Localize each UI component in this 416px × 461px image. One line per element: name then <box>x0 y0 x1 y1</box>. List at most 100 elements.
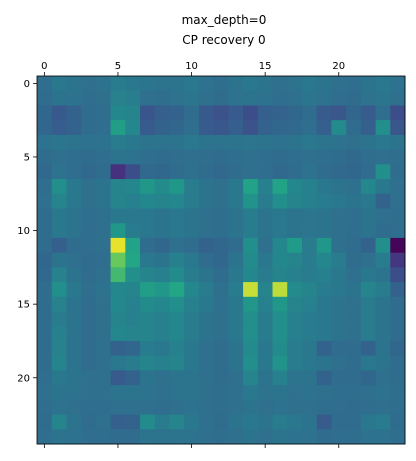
heatmap-cell <box>257 120 274 136</box>
heatmap-cell <box>316 311 332 327</box>
heatmap-cell <box>301 120 318 136</box>
heatmap-cell <box>390 311 406 327</box>
heatmap-cell <box>51 149 67 165</box>
heatmap-cell <box>169 149 185 165</box>
heatmap-cell <box>375 311 391 327</box>
heatmap-cell <box>169 90 185 106</box>
heatmap-cell <box>228 149 244 165</box>
heatmap-cell <box>81 326 97 342</box>
heatmap-cell <box>51 76 67 92</box>
heatmap-cell <box>346 223 362 239</box>
heatmap-cell <box>375 414 391 430</box>
heatmap-cell <box>360 237 377 254</box>
heatmap-cell <box>257 193 274 209</box>
heatmap-cell <box>316 385 332 401</box>
heatmap-cell <box>213 414 229 430</box>
heatmap-cell <box>331 179 347 195</box>
heatmap-cell <box>125 429 141 445</box>
heatmap-cell <box>154 237 170 254</box>
heatmap-cell <box>184 399 200 416</box>
heatmap-cell <box>95 90 112 106</box>
heatmap-cell <box>375 76 391 92</box>
heatmap-cell <box>81 105 97 121</box>
heatmap-cell <box>287 223 303 239</box>
heatmap-cell <box>360 193 377 209</box>
heatmap-cell <box>390 355 406 371</box>
heatmap-cell <box>140 105 156 121</box>
heatmap-cell <box>316 164 332 180</box>
heatmap-cell <box>125 105 141 121</box>
heatmap-cell <box>66 237 82 254</box>
heatmap-cell <box>125 193 141 209</box>
heatmap-cell <box>51 355 67 371</box>
heatmap-cell <box>51 208 67 224</box>
heatmap-cell <box>51 223 67 239</box>
heatmap-cell <box>169 179 185 195</box>
heatmap-cell <box>51 429 67 445</box>
heatmap-cell <box>346 326 362 342</box>
heatmap-cell <box>346 282 362 298</box>
heatmap-cell <box>228 340 244 357</box>
heatmap-cell <box>301 311 318 327</box>
heatmap-cell <box>51 311 67 327</box>
heatmap-cell <box>301 76 318 92</box>
heatmap-cell <box>213 399 229 416</box>
heatmap-cell <box>316 252 332 268</box>
heatmap-cell <box>243 105 259 121</box>
heatmap-cell <box>140 208 156 224</box>
heatmap-cell <box>37 282 53 298</box>
heatmap-cell <box>140 399 156 416</box>
heatmap-cell <box>360 370 377 386</box>
heatmap-cell <box>140 282 156 298</box>
heatmap-cell <box>125 296 141 313</box>
heatmap-cell <box>37 120 53 136</box>
heatmap-cell <box>37 385 53 401</box>
heatmap-cell <box>169 296 185 313</box>
heatmap-cell <box>272 340 288 357</box>
heatmap-cell <box>213 355 229 371</box>
heatmap-cell <box>301 223 318 239</box>
x-tick-label: 10 <box>185 61 198 72</box>
heatmap-cell <box>213 208 229 224</box>
heatmap-cell <box>140 179 156 195</box>
heatmap-cell <box>243 326 259 342</box>
heatmap-cell <box>301 370 318 386</box>
heatmap-cell <box>81 208 97 224</box>
heatmap-cell <box>198 355 215 371</box>
heatmap-cell <box>213 120 229 136</box>
heatmap-cell <box>346 370 362 386</box>
heatmap-cell <box>360 252 377 268</box>
heatmap-cell <box>243 76 259 92</box>
heatmap-cell <box>331 326 347 342</box>
heatmap-cell <box>287 311 303 327</box>
heatmap-cell <box>95 267 112 283</box>
heatmap-cell <box>243 252 259 268</box>
heatmap-cell <box>346 208 362 224</box>
heatmap-cell <box>287 267 303 283</box>
heatmap-cell <box>140 134 156 151</box>
heatmap-cell <box>184 120 200 136</box>
heatmap-cell <box>243 223 259 239</box>
heatmap-cell <box>316 223 332 239</box>
heatmap-cell <box>375 429 391 445</box>
heatmap-cell <box>51 340 67 357</box>
heatmap-cell <box>228 429 244 445</box>
heatmap-cell <box>81 164 97 180</box>
heatmap-cell <box>184 164 200 180</box>
heatmap-cell <box>95 223 112 239</box>
heatmap-cell <box>81 90 97 106</box>
heatmap-cell <box>375 149 391 165</box>
heatmap-cell <box>316 90 332 106</box>
heatmap-cell <box>213 296 229 313</box>
heatmap-cell <box>81 267 97 283</box>
heatmap-cell <box>66 385 82 401</box>
heatmap-cell <box>257 340 274 357</box>
heatmap-cell <box>140 311 156 327</box>
heatmap-cell <box>184 223 200 239</box>
heatmap-cell <box>272 237 288 254</box>
heatmap-cell <box>110 208 126 224</box>
heatmap-cell <box>51 326 67 342</box>
heatmap-cell <box>154 399 170 416</box>
heatmap-cell <box>198 237 215 254</box>
heatmap-cell <box>110 134 126 151</box>
